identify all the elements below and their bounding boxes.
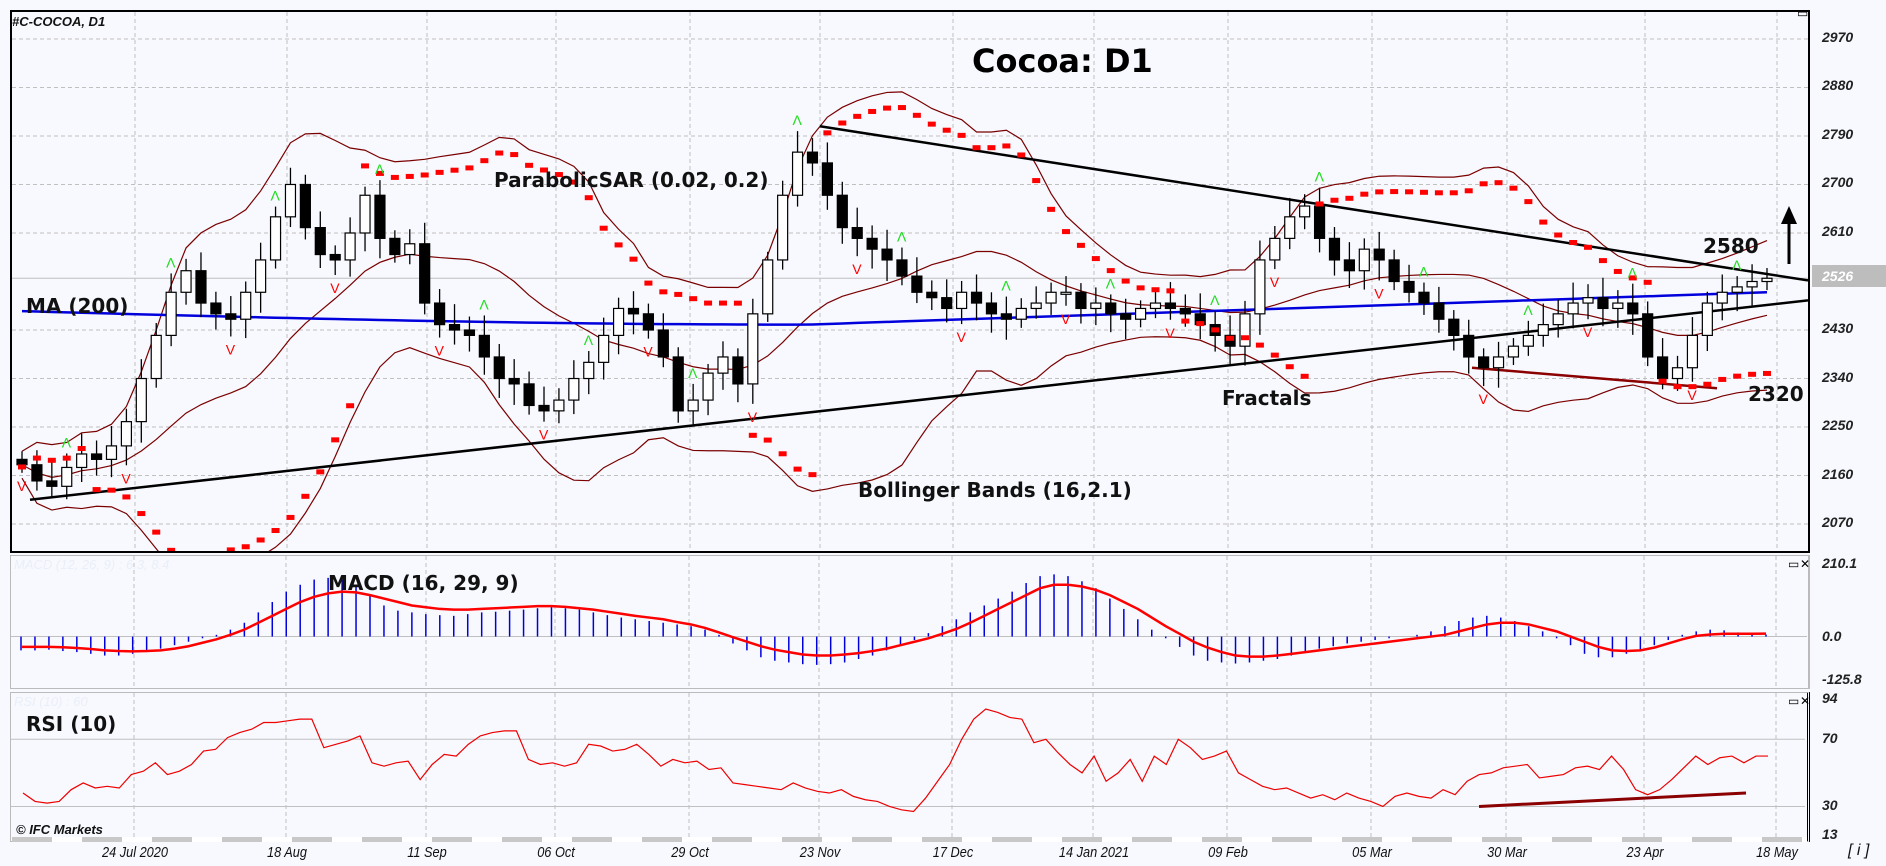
time-axis-label: 17 Dec	[932, 844, 974, 861]
macd-axis-label: 0.0	[1822, 627, 1842, 644]
time-axis-label: 06 Oct	[537, 844, 575, 861]
resistance-level-label: 2580	[1703, 234, 1759, 258]
svg-text:V: V	[1687, 387, 1697, 403]
rsi-annotation: RSI (10)	[26, 712, 117, 736]
symbol-label: #C-COCOA, D1	[12, 14, 106, 29]
price-axis-label: 2250	[1822, 417, 1854, 434]
svg-text:Λ: Λ	[1001, 278, 1011, 294]
svg-text:Λ: Λ	[375, 161, 385, 177]
svg-text:Λ: Λ	[271, 188, 281, 204]
svg-text:V: V	[1165, 325, 1175, 341]
ma-annotation: MA (200)	[26, 294, 129, 318]
macd-maximize-icon[interactable]: ▭	[1788, 557, 1800, 571]
current-price-tag: 2526	[1812, 265, 1886, 288]
time-axis-label: 30 Mar	[1487, 844, 1527, 861]
svg-text:V: V	[852, 261, 862, 277]
rsi-axis-label: 94	[1822, 690, 1838, 706]
svg-text:Λ: Λ	[1419, 264, 1429, 280]
svg-text:V: V	[121, 470, 131, 486]
svg-text:Λ: Λ	[1523, 302, 1533, 318]
svg-text:V: V	[539, 427, 549, 443]
svg-text:Λ: Λ	[584, 332, 594, 348]
svg-text:V: V	[1374, 285, 1384, 301]
macd-annotation: MACD (16, 29, 9)	[328, 571, 519, 595]
rsi-axis-label: 13	[1822, 826, 1838, 842]
rsi-maximize-icon[interactable]: ▭	[1788, 694, 1800, 708]
svg-text:V: V	[226, 341, 236, 357]
svg-text:V: V	[643, 344, 653, 360]
svg-text:Λ: Λ	[1106, 275, 1116, 291]
svg-text:Λ: Λ	[1315, 169, 1325, 185]
chart-title: Cocoa: D1	[972, 42, 1153, 80]
svg-text:V: V	[330, 280, 340, 296]
svg-text:V: V	[748, 409, 758, 425]
price-chart-canvas: V Λ V Λ V Λ V Λ V Λ V Λ V Λ V Λ V Λ V Λ V Λ V Λ V Λ V Λ V Λ V Λ V Λ	[12, 12, 1808, 551]
price-axis-label: 2160	[1822, 465, 1854, 482]
rsi-value-label: RSI (10) : 60	[14, 694, 88, 709]
time-axis-label: 11 Sep	[407, 844, 447, 861]
price-axis-label: 2070	[1822, 514, 1854, 531]
price-axis-label: 2430	[1822, 320, 1854, 336]
rsi-axis-label: 70	[1822, 730, 1838, 747]
rsi-close-icon[interactable]: ✕	[1800, 694, 1811, 708]
svg-text:Λ: Λ	[688, 365, 698, 381]
time-scrollbar[interactable]	[12, 837, 1807, 842]
svg-text:V: V	[1061, 311, 1071, 327]
price-chart-pane[interactable]: V Λ V Λ V Λ V Λ V Λ V Λ V Λ V Λ V Λ V Λ V Λ V Λ V Λ V Λ V Λ V Λ V Λ	[10, 10, 1810, 553]
up-arrow-icon	[1781, 206, 1797, 264]
svg-text:V: V	[435, 343, 445, 359]
svg-text:Λ: Λ	[793, 112, 803, 128]
svg-text:Λ: Λ	[1210, 292, 1220, 308]
time-axis-label: 09 Feb	[1208, 844, 1248, 861]
time-axis-label: 14 Jan 2021	[1058, 844, 1130, 861]
time-axis-label: 18 May	[1756, 844, 1798, 861]
macd-pane[interactable]	[10, 555, 1810, 689]
svg-text:V: V	[17, 478, 27, 494]
time-axis-label: 23 Apr	[1626, 844, 1664, 861]
macd-values-label: MACD (12, 26, 9) : 6.3, 8.4	[14, 557, 170, 572]
macd-canvas	[11, 556, 1807, 688]
rsi-axis-label: 30	[1822, 797, 1838, 814]
rsi-canvas	[11, 693, 1805, 841]
price-axis-label: 2340	[1822, 368, 1854, 385]
svg-text:Λ: Λ	[479, 296, 489, 312]
svg-text:Λ: Λ	[1628, 265, 1638, 281]
rsi-pane[interactable]	[10, 692, 1810, 842]
fractals-annotation: Fractals	[1222, 386, 1312, 410]
time-axis-label: 24 Jul 2020	[102, 844, 168, 861]
price-axis-label: 2970	[1822, 28, 1854, 45]
info-button[interactable]: [ i ]	[1848, 842, 1870, 859]
svg-text:V: V	[1583, 324, 1593, 340]
svg-text:V: V	[1479, 391, 1489, 407]
svg-text:Λ: Λ	[166, 254, 176, 270]
time-axis-label: 23 Nov	[799, 844, 841, 861]
psar-annotation: ParabolicSAR (0.02, 0.2)	[494, 168, 769, 192]
svg-text:V: V	[1270, 274, 1280, 290]
svg-text:Λ: Λ	[62, 434, 72, 450]
macd-axis-label: -125.8	[1822, 671, 1862, 687]
macd-close-icon[interactable]: ✕	[1800, 557, 1811, 571]
ifc-markets-brand: © IFC Markets	[16, 822, 103, 837]
time-axis-label: 29 Oct	[671, 844, 709, 861]
time-axis-label: 18 Aug	[267, 844, 307, 861]
support-level-label: 2320	[1748, 382, 1804, 406]
time-axis-label: 05 Mar	[1352, 844, 1392, 861]
bollinger-annotation: Bollinger Bands (16,2.1)	[858, 478, 1132, 502]
svg-text:Λ: Λ	[1732, 257, 1742, 273]
price-axis-label: 2790	[1822, 125, 1854, 142]
macd-axis-label: 210.1	[1822, 555, 1858, 571]
price-axis-label: 2610	[1822, 222, 1854, 239]
price-axis-label: 2880	[1822, 77, 1854, 94]
maximize-icon[interactable]: ▭	[1797, 6, 1809, 20]
svg-text:Λ: Λ	[897, 229, 907, 245]
svg-text:V: V	[957, 329, 967, 345]
price-axis-label: 2700	[1822, 174, 1854, 191]
